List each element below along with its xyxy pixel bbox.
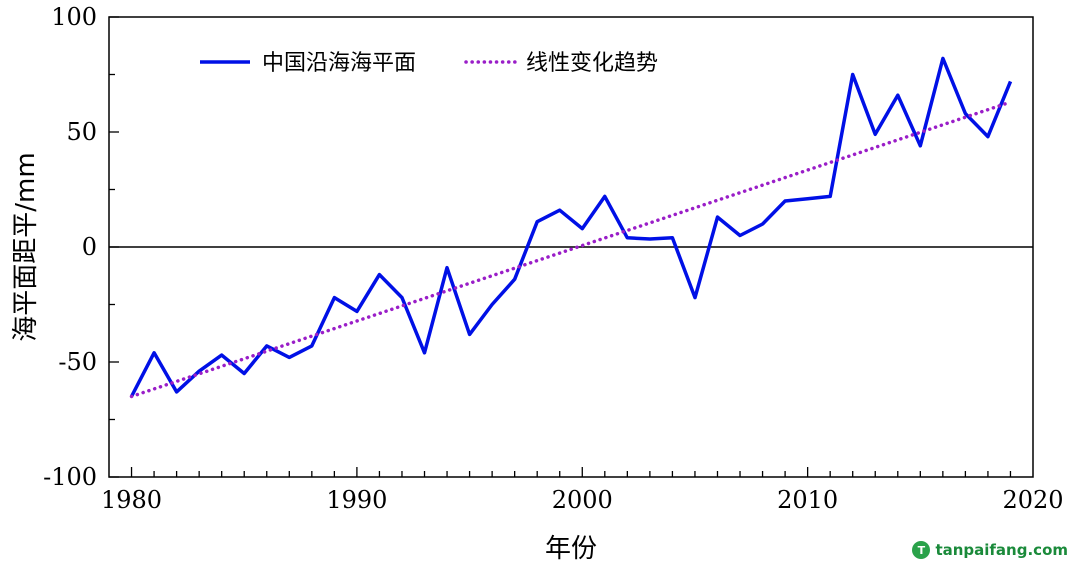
series-layer — [129, 56, 1013, 399]
x-tick-label: 1990 — [326, 486, 387, 514]
x-tick-label: 2000 — [552, 486, 613, 514]
plot-frame — [108, 16, 1034, 478]
watermark: T tanpaifang.com — [912, 541, 1068, 559]
y-tick-label: 100 — [51, 3, 97, 31]
y-tick-label: 50 — [66, 118, 97, 146]
legend-label: 中国沿海海平面 — [262, 51, 416, 76]
x-tick-label: 1980 — [101, 486, 162, 514]
y-tick-label: -50 — [58, 348, 97, 376]
legend-label: 线性变化趋势 — [526, 51, 658, 76]
series-line-trend — [129, 100, 1013, 399]
y-tick-label: 0 — [82, 233, 97, 261]
y-tick-label: -100 — [43, 463, 97, 491]
x-axis-ticks — [130, 467, 1012, 477]
y-axis-tick-labels: 100 50 0 -50 -100 — [43, 3, 97, 491]
series-line-sea-level — [129, 56, 1013, 398]
watermark-text: tanpaifang.com — [935, 541, 1068, 559]
x-tick-label: 2010 — [777, 486, 838, 514]
watermark-logo-icon: T — [912, 541, 931, 559]
x-tick-label: 2020 — [1002, 486, 1063, 514]
x-axis-title: 年份 — [545, 534, 597, 564]
x-axis-tick-labels: 1980 1990 2000 2010 2020 — [101, 486, 1064, 514]
legend: 中国沿海海平面 线性变化趋势 — [200, 51, 658, 76]
y-axis-title: 海平面距平/mm — [11, 152, 41, 341]
